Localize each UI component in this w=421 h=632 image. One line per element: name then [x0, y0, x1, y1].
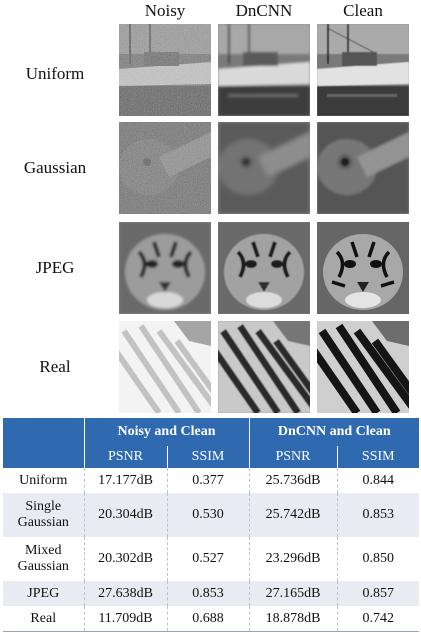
image-uniform-dncnn — [218, 24, 310, 116]
row-label-gaussian: Gaussian — [23, 158, 87, 177]
image-gaussian-clean — [317, 122, 409, 214]
row-label-real: Real — [39, 357, 71, 376]
table-row: Uniform 17.177dB 0.377 25.736dB 0.844 — [3, 468, 419, 493]
cell: 11.709dB — [83, 606, 167, 632]
metric-header: PSNR — [248, 446, 337, 468]
image-uniform-clean — [317, 24, 409, 116]
table-row: Single Gaussian 20.304dB 0.530 25.742dB … — [3, 493, 419, 537]
metric-header: SSIM — [166, 446, 249, 468]
image-real-noisy — [119, 321, 211, 413]
image-real-dncnn — [218, 321, 310, 413]
column-header-dncnn: DnCNN — [235, 1, 293, 20]
table-row: Mixed Gaussian 20.302dB 0.527 23.296dB 0… — [3, 537, 419, 581]
group-header-noisy-clean: Noisy and Clean — [83, 418, 249, 446]
cell: 20.302dB — [83, 537, 167, 581]
row-label: Mixed Gaussian — [3, 537, 84, 581]
column-header-noisy: Noisy — [144, 1, 186, 20]
cell: 0.853 — [166, 581, 249, 606]
row-label-jpeg: JPEG — [35, 258, 75, 277]
image-gaussian-noisy — [119, 122, 211, 214]
cell: 0.844 — [336, 468, 419, 493]
metric-header: PSNR — [83, 446, 167, 468]
group-header-dncnn-clean: DnCNN and Clean — [248, 418, 419, 446]
table-corner-2 — [3, 446, 84, 468]
cell: 17.177dB — [83, 468, 167, 493]
cell: 25.742dB — [248, 493, 337, 537]
cell: 0.742 — [336, 606, 419, 632]
cell: 0.853 — [336, 493, 419, 537]
image-jpeg-noisy — [119, 222, 211, 314]
row-label: JPEG — [3, 581, 84, 606]
image-jpeg-clean — [317, 222, 409, 314]
cell: 0.527 — [166, 537, 249, 581]
cell: 0.530 — [166, 493, 249, 537]
image-real-clean — [317, 321, 409, 413]
image-jpeg-dncnn — [218, 222, 310, 314]
row-label: Real — [3, 606, 84, 632]
cell: 0.857 — [336, 581, 419, 606]
image-uniform-noisy — [119, 24, 211, 116]
cell: 0.688 — [166, 606, 249, 632]
row-label-uniform: Uniform — [25, 64, 85, 83]
cell: 20.304dB — [83, 493, 167, 537]
cell: 23.296dB — [248, 537, 337, 581]
column-header-clean: Clean — [343, 1, 383, 20]
metrics-table: Noisy and Clean DnCNN and Clean PSNR SSI… — [3, 418, 419, 632]
image-gaussian-dncnn — [218, 122, 310, 214]
cell: 27.165dB — [248, 581, 337, 606]
cell: 25.736dB — [248, 468, 337, 493]
cell: 0.850 — [336, 537, 419, 581]
cell: 0.377 — [166, 468, 249, 493]
table-corner — [3, 418, 84, 446]
cell: 27.638dB — [83, 581, 167, 606]
table-row: Real 11.709dB 0.688 18.878dB 0.742 — [3, 606, 419, 632]
row-label: Single Gaussian — [3, 493, 84, 537]
metric-header: SSIM — [336, 446, 419, 468]
row-label: Uniform — [3, 468, 84, 493]
table-row: JPEG 27.638dB 0.853 27.165dB 0.857 — [3, 581, 419, 606]
cell: 18.878dB — [248, 606, 337, 632]
